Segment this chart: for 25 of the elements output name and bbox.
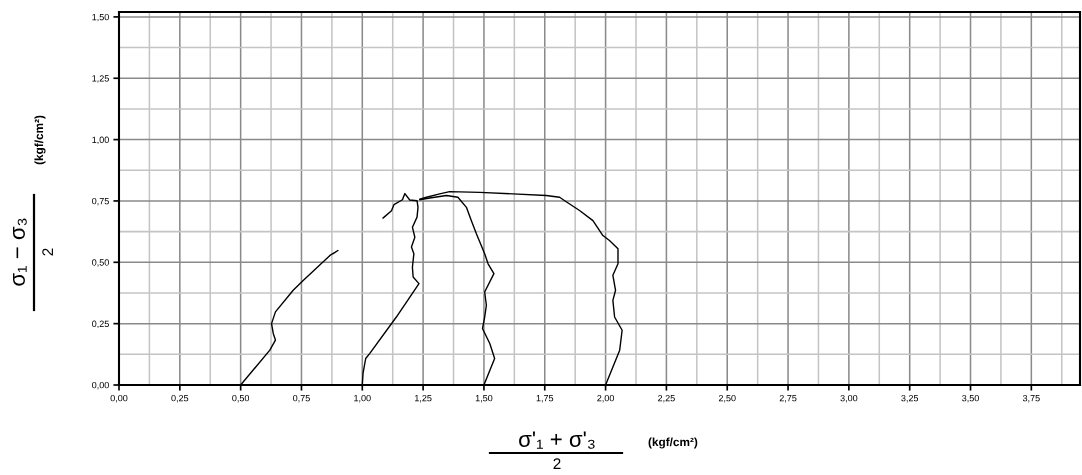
y-tick-label: 0,75 — [92, 197, 109, 206]
x-tick-label: 1,50 — [475, 394, 493, 403]
text: σ₁ − σ₃ 2 (kgf/cm²) — [13, 115, 53, 286]
x-tick-label: 3,25 — [901, 394, 919, 403]
y-tick-label: 1,25 — [92, 75, 109, 83]
x-tick-label: 1,00 — [354, 394, 371, 403]
x-tick-label: 1,25 — [415, 394, 432, 403]
x-tick-label: 2,50 — [718, 394, 736, 403]
y-tick-label: 0,25 — [92, 320, 109, 329]
text: σ'₁ + σ'₃ 2 (kgf/cm²) — [519, 431, 698, 469]
x-tick-label: 0,75 — [293, 394, 310, 403]
y-tick-label: 1,00 — [92, 136, 109, 145]
x-tick-label: 3,75 — [1022, 394, 1040, 403]
x-tick-label: 2,00 — [597, 394, 615, 403]
x-tick-label: 0,00 — [110, 394, 128, 403]
x-tick-label: 1,75 — [536, 395, 554, 403]
y-tick-label: 1,50 — [92, 13, 109, 22]
x-tick-label: 2,75 — [779, 394, 797, 403]
x-tick-label: 3,50 — [962, 394, 979, 403]
x-tick-label: 2,25 — [658, 394, 675, 403]
x-tick-label: 0,50 — [232, 394, 250, 403]
y-tick-label: 0,50 — [92, 259, 109, 267]
x-tick-label: 3,00 — [840, 394, 858, 403]
y-tick-label: 0,00 — [92, 381, 109, 390]
x-tick-label: 0,25 — [171, 394, 189, 403]
